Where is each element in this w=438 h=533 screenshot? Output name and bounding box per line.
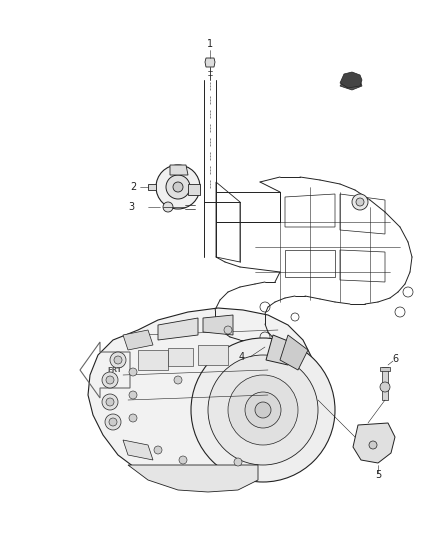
Circle shape	[102, 372, 118, 388]
Polygon shape	[158, 318, 198, 340]
Polygon shape	[380, 367, 390, 371]
Text: FRT: FRT	[108, 367, 122, 373]
Circle shape	[129, 414, 137, 422]
Polygon shape	[203, 315, 233, 335]
Circle shape	[228, 375, 298, 445]
Circle shape	[154, 446, 162, 454]
Text: 3: 3	[128, 202, 134, 212]
Polygon shape	[123, 440, 153, 460]
Circle shape	[129, 368, 137, 376]
Polygon shape	[188, 184, 200, 195]
Text: 2: 2	[130, 182, 136, 192]
Polygon shape	[138, 350, 168, 370]
Polygon shape	[353, 423, 395, 463]
Circle shape	[208, 355, 318, 465]
Polygon shape	[205, 58, 215, 67]
Circle shape	[380, 382, 390, 392]
Polygon shape	[340, 72, 362, 88]
Circle shape	[245, 392, 281, 428]
Circle shape	[102, 394, 118, 410]
Circle shape	[191, 338, 335, 482]
Text: 5: 5	[375, 470, 381, 480]
Polygon shape	[148, 184, 156, 190]
Circle shape	[106, 398, 114, 406]
Circle shape	[369, 441, 377, 449]
Polygon shape	[168, 348, 193, 366]
Circle shape	[129, 391, 137, 399]
Polygon shape	[128, 465, 258, 492]
Polygon shape	[266, 335, 298, 365]
Polygon shape	[382, 367, 388, 400]
Circle shape	[224, 326, 232, 334]
Circle shape	[114, 356, 122, 364]
Polygon shape	[170, 165, 188, 175]
Polygon shape	[88, 308, 318, 485]
Circle shape	[106, 376, 114, 384]
Circle shape	[173, 182, 183, 192]
Polygon shape	[198, 345, 228, 365]
Circle shape	[174, 376, 182, 384]
Text: 1: 1	[207, 39, 213, 49]
Polygon shape	[340, 74, 362, 90]
Text: 6: 6	[392, 354, 398, 364]
Circle shape	[255, 402, 271, 418]
Circle shape	[356, 198, 364, 206]
Text: 4: 4	[239, 352, 245, 362]
Circle shape	[105, 414, 121, 430]
Circle shape	[166, 175, 190, 199]
Circle shape	[156, 165, 200, 209]
Polygon shape	[123, 330, 153, 350]
Polygon shape	[280, 335, 308, 370]
Circle shape	[110, 352, 126, 368]
Circle shape	[234, 458, 242, 466]
Circle shape	[179, 456, 187, 464]
Circle shape	[163, 202, 173, 212]
Circle shape	[352, 194, 368, 210]
Circle shape	[109, 418, 117, 426]
